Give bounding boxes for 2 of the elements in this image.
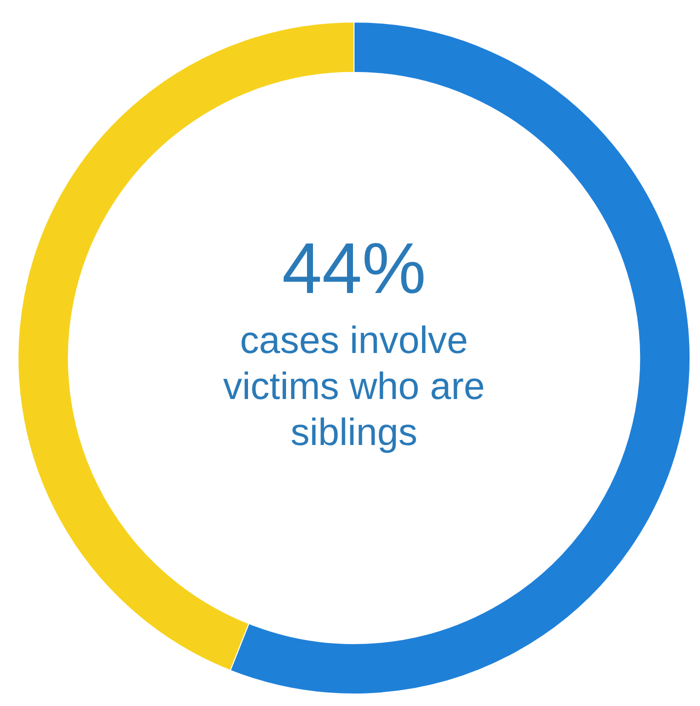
text: cases involve victims who are siblings xyxy=(223,320,485,454)
data-label: 44% xyxy=(282,229,426,309)
